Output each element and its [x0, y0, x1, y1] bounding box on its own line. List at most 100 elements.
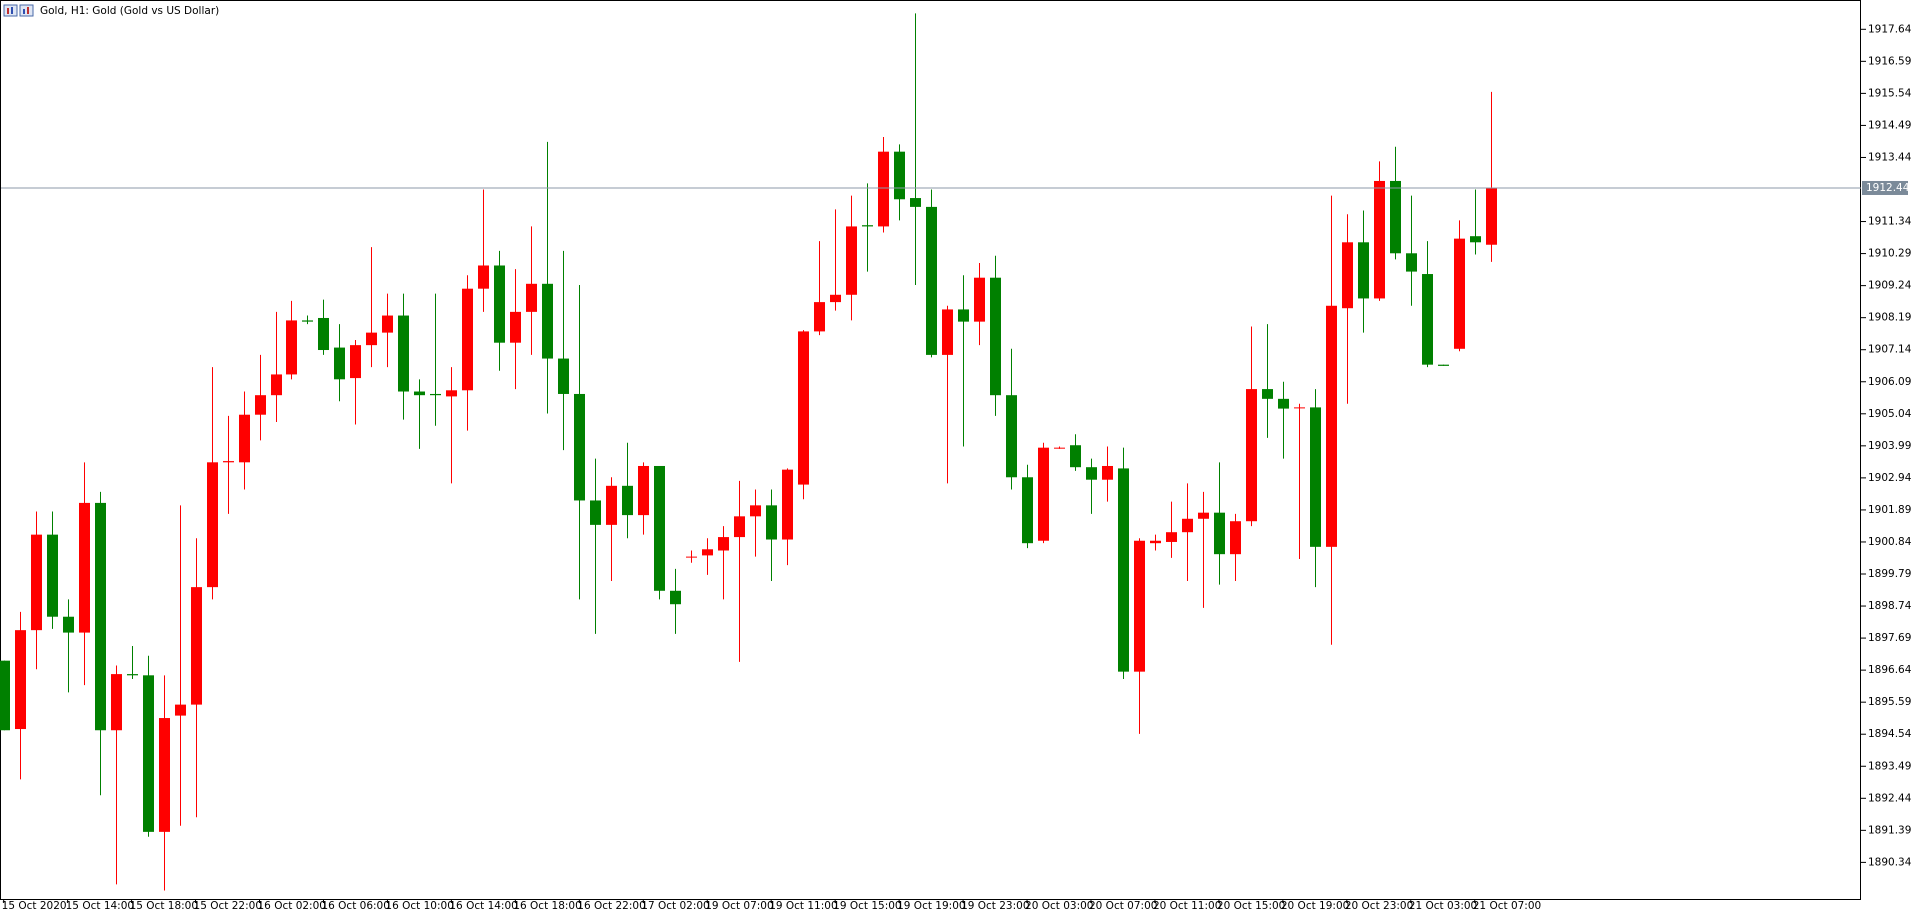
candle-body: [846, 226, 857, 295]
x-tick-label: 16 Oct 14:00: [449, 900, 517, 912]
candle-body: [446, 390, 457, 397]
candle-body: [1486, 187, 1497, 245]
x-tick-label: 20 Oct 03:00: [1025, 900, 1093, 912]
candle-body: [318, 317, 329, 351]
candle-body: [654, 465, 665, 591]
candle-body: [606, 485, 617, 525]
y-tick-label: 1895.59: [1868, 696, 1911, 708]
y-tick-label: 1917.64: [1868, 23, 1912, 35]
candle-body: [542, 283, 553, 359]
candle-body: [366, 332, 377, 346]
x-tick-label: 15 Oct 2020: [2, 900, 67, 912]
candle-body: [127, 674, 138, 676]
candle-body: [15, 630, 26, 730]
candle-body: [814, 302, 825, 332]
x-tick-label: 15 Oct 18:00: [130, 900, 198, 912]
x-tick-label: 15 Oct 14:00: [66, 900, 134, 912]
candle-body: [510, 311, 521, 343]
candle-body: [462, 288, 473, 391]
candle-body: [926, 206, 937, 355]
candle-body: [862, 225, 873, 227]
y-tick-label: 1900.84: [1868, 536, 1912, 548]
x-tick-label: 16 Oct 22:00: [577, 900, 645, 912]
candle-body: [1198, 512, 1209, 519]
x-tick-label: 16 Oct 18:00: [513, 900, 581, 912]
y-tick-label: 1905.04: [1868, 408, 1912, 420]
candle-body: [1470, 236, 1481, 243]
y-tick-label: 1910.29: [1868, 248, 1911, 260]
candle-body: [1182, 518, 1193, 533]
candle-body: [175, 704, 186, 716]
x-tick-label: 20 Oct 15:00: [1217, 900, 1285, 912]
candle-body: [494, 265, 505, 343]
candle-body: [63, 616, 74, 633]
candle-body: [1118, 468, 1129, 672]
y-tick-label: 1899.79: [1868, 568, 1911, 580]
y-tick-label: 1902.94: [1868, 472, 1912, 484]
candle-body: [558, 358, 569, 394]
candle-body: [31, 534, 42, 631]
y-tick-label: 1893.49: [1868, 760, 1911, 772]
candle-body: [766, 505, 777, 540]
candle-body: [974, 277, 985, 322]
candle-body: [526, 283, 537, 312]
candle-body: [223, 461, 234, 463]
y-tick-label: 1897.69: [1868, 632, 1911, 644]
y-tick-label: 1898.74: [1868, 600, 1912, 612]
x-tick-label: 19 Oct 23:00: [961, 900, 1029, 912]
x-tick-label: 19 Oct 19:00: [897, 900, 965, 912]
candle-body: [1262, 389, 1273, 399]
candle-body: [574, 393, 585, 501]
candle-body: [1358, 242, 1369, 299]
candle-body: [894, 151, 905, 200]
candle-body: [350, 345, 361, 379]
candle-body: [1022, 477, 1033, 544]
candle-body: [159, 718, 170, 832]
x-tick-label: 16 Oct 10:00: [385, 900, 453, 912]
candle-body: [590, 500, 601, 525]
x-tick-label: 15 Oct 22:00: [194, 900, 262, 912]
candle-body: [958, 309, 969, 322]
candle-body: [79, 502, 90, 633]
candle-body: [1038, 447, 1049, 541]
candle-body: [1390, 180, 1401, 254]
y-tick-label: 1909.24: [1868, 280, 1912, 292]
candle-body: [718, 537, 729, 551]
candle-body: [143, 675, 154, 832]
candle-body: [191, 587, 202, 705]
candle-body: [1214, 512, 1225, 555]
candle-body: [111, 674, 122, 731]
y-tick-label: 1890.34: [1868, 856, 1912, 868]
candle-body: [1294, 407, 1305, 409]
candle-body: [414, 391, 425, 396]
candle-body: [239, 414, 250, 463]
y-tick-label: 1916.59: [1868, 55, 1911, 67]
current-price-label: 1912.44: [1866, 182, 1910, 194]
candle-body: [1310, 407, 1321, 547]
x-tick-label: 20 Oct 07:00: [1089, 900, 1157, 912]
candle-body: [1454, 238, 1465, 349]
x-tick-label: 16 Oct 02:00: [258, 900, 326, 912]
candle-body: [878, 151, 889, 227]
candle-body: [702, 549, 713, 556]
chart-icon: [3, 4, 34, 17]
chart-title: Gold, H1: Gold (Gold vs US Dollar): [40, 5, 219, 17]
candle-body: [1150, 540, 1161, 544]
candle-body: [1166, 532, 1177, 542]
y-tick-label: 1911.34: [1868, 216, 1912, 228]
y-tick-label: 1903.99: [1868, 440, 1911, 452]
candle-body: [750, 505, 761, 517]
y-tick-label: 1907.14: [1868, 344, 1912, 356]
candle-body: [1278, 398, 1289, 409]
candle-body: [686, 556, 697, 558]
candle-body: [334, 347, 345, 380]
y-tick-label: 1915.54: [1868, 87, 1912, 99]
y-tick-label: 1896.64: [1868, 664, 1912, 676]
candle-body: [1342, 242, 1353, 309]
candle-body: [430, 393, 441, 396]
candle-body: [1438, 364, 1449, 366]
candle-body: [990, 277, 1001, 396]
candle-body: [798, 331, 809, 485]
candle-body: [622, 485, 633, 516]
x-tick-label: 19 Oct 11:00: [769, 900, 837, 912]
